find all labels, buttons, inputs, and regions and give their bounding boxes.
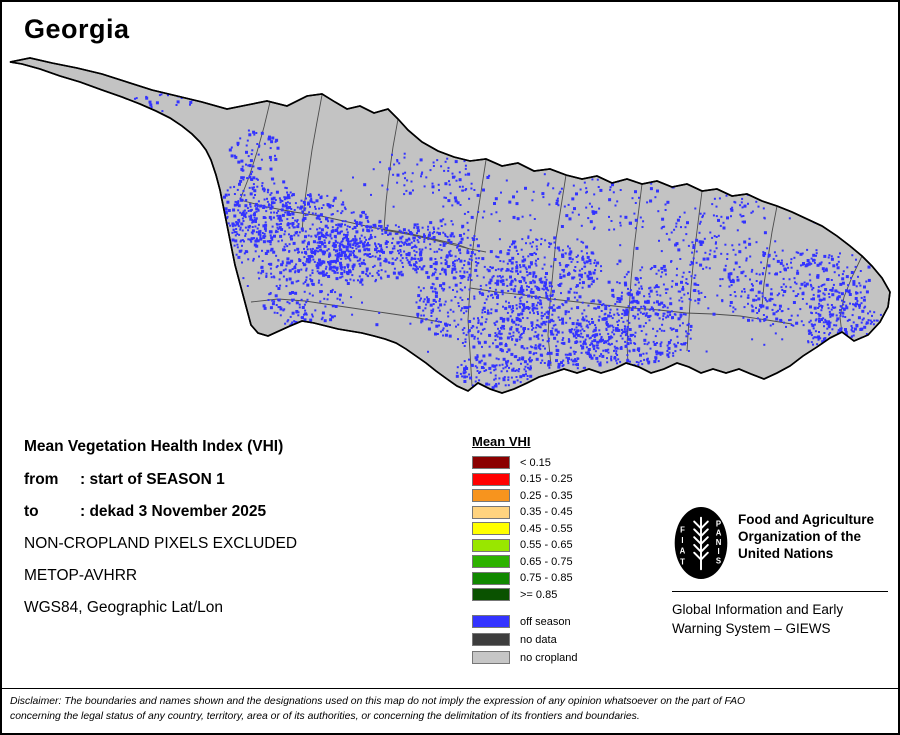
fao-org-name: Food and Agriculture Organization of the… [738,505,874,581]
legend-swatch [472,633,510,646]
giews-caption: Global Information and Early Warning Sys… [672,600,888,638]
legend-swatch [472,571,510,585]
legend-item: < 0.15 [472,456,578,469]
info-row-label: to [24,503,39,520]
legend-item: 0.65 - 0.75 [472,555,578,568]
legend-title: Mean VHI [472,434,531,449]
info-row-label: from [24,471,59,488]
svg-text:P: P [716,519,721,528]
country-fill [9,57,891,394]
svg-text:F: F [680,525,685,534]
info-line: METOP-AVHRR [24,567,138,584]
svg-text:T: T [680,557,685,566]
legend-label: < 0.15 [520,456,551,469]
legend-item: 0.25 - 0.35 [472,489,578,502]
vhi-legend: Mean VHI < 0.15 0.15 - 0.25 0.25 - 0.35 … [472,434,578,669]
legend-label: 0.65 - 0.75 [520,555,573,568]
disclaimer-line: concerning the legal status of any count… [10,711,640,722]
legend-swatch [472,472,510,486]
legend-swatch [472,505,510,519]
fao-org-line: United Nations [738,546,834,561]
svg-text:A: A [716,529,722,538]
info-row-value: : dekad 3 November 2025 [80,503,267,520]
off-season-pixels [134,93,890,390]
info-row-value: : start of SEASON 1 [80,471,225,488]
legend-label: no data [520,633,557,646]
legend-swatch [472,651,510,664]
legend-swatch [472,456,510,469]
info-block: Mean Vegetation Health Index (VHI) from:… [24,438,297,631]
legend-extra: off season no data no cropland [472,615,578,664]
legend-item: no cropland [472,651,578,664]
legend-item: 0.15 - 0.25 [472,472,578,486]
legend-swatch [472,588,510,601]
giews-line: Global Information and Early [672,602,844,617]
legend-label: 0.35 - 0.45 [520,506,573,518]
svg-text:I: I [717,547,719,556]
fao-divider [672,591,888,592]
country-outline [9,57,891,394]
legend-item: off season [472,615,578,628]
fao-org-line: Organization of the [738,529,861,544]
disclaimer-line: Disclaimer: The boundaries and names sho… [10,696,746,707]
info-row-from: from : start of SEASON 1 [24,471,297,489]
info-heading: Mean Vegetation Health Index (VHI) [24,438,284,455]
legend-swatch [472,555,510,568]
fao-org-line: Food and Agriculture [738,512,874,527]
legend-swatch [472,522,510,535]
admin-boundaries [239,94,863,387]
legend-item: >= 0.85 [472,588,578,601]
disclaimer: Disclaimer: The boundaries and names sho… [2,688,898,724]
legend-label: >= 0.85 [520,588,558,601]
legend-swatch [472,538,510,552]
legend-swatch [472,489,510,502]
legend-label: 0.45 - 0.55 [520,522,573,535]
wheat-ear-icon [693,516,709,571]
legend-label: off season [520,615,571,628]
info-line: NON-CROPLAND PIXELS EXCLUDED [24,535,298,552]
svg-text:A: A [680,547,686,556]
legend-label: 0.55 - 0.65 [520,539,573,551]
legend-item: 0.35 - 0.45 [472,505,578,519]
giews-line: Warning System – GIEWS [672,621,831,636]
legend-label: no cropland [520,651,578,664]
legend-item: no data [472,633,578,646]
legend-item: 0.55 - 0.65 [472,538,578,552]
legend-label: 0.15 - 0.25 [520,473,573,485]
svg-text:N: N [716,538,722,547]
info-row-to: to : dekad 3 November 2025 [24,503,297,521]
svg-text:S: S [716,556,721,565]
svg-text:I: I [681,536,683,545]
legend-swatch [472,615,510,628]
legend-label: 0.75 - 0.85 [520,572,573,584]
legend-item: 0.75 - 0.85 [472,571,578,585]
page-title: Georgia [24,14,130,44]
info-line: WGS84, Geographic Lat/Lon [24,599,224,616]
legend-item: 0.45 - 0.55 [472,522,578,535]
legend-label: 0.25 - 0.35 [520,489,573,502]
